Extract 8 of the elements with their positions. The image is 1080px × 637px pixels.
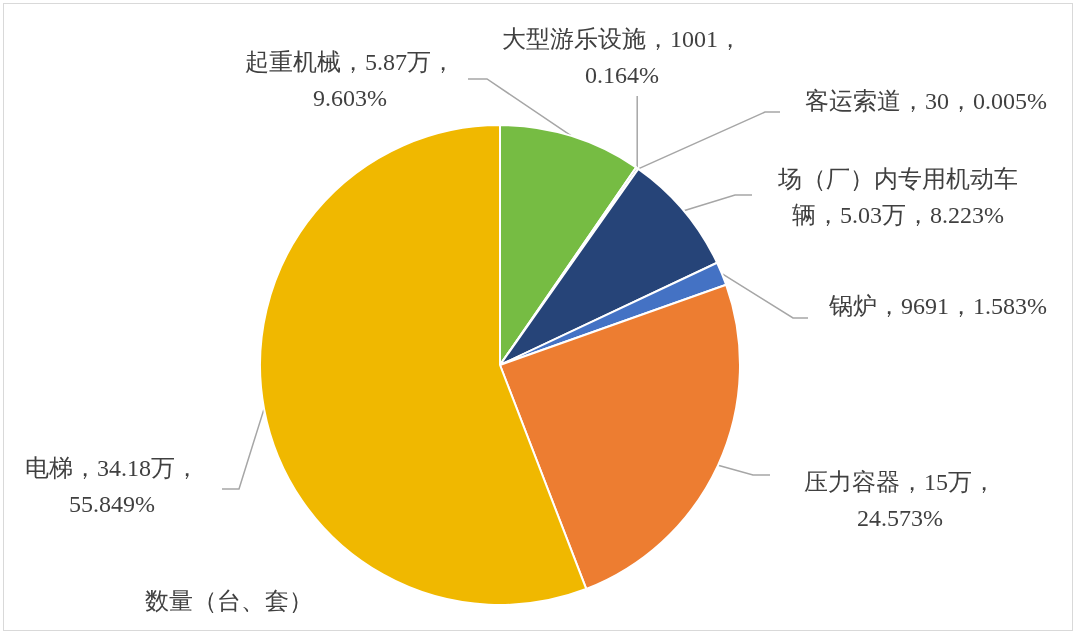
slice-label: 压力容器，15万，24.573% xyxy=(804,469,996,531)
slice-label: 锅炉，9691，1.583% xyxy=(828,293,1047,319)
slice-label: 客运索道，30，0.005% xyxy=(805,88,1047,114)
slice-label: 大型游乐设施，1001，0.164% xyxy=(502,26,742,88)
slice-label: 起重机械，5.87万，9.603% xyxy=(245,49,455,111)
slice-label: 电梯，34.18万，55.849% xyxy=(25,455,199,517)
slice-label: 场（厂）内专用机动车辆，5.03万，8.223% xyxy=(777,166,1018,228)
text: 数量（台、套） xyxy=(145,588,313,614)
